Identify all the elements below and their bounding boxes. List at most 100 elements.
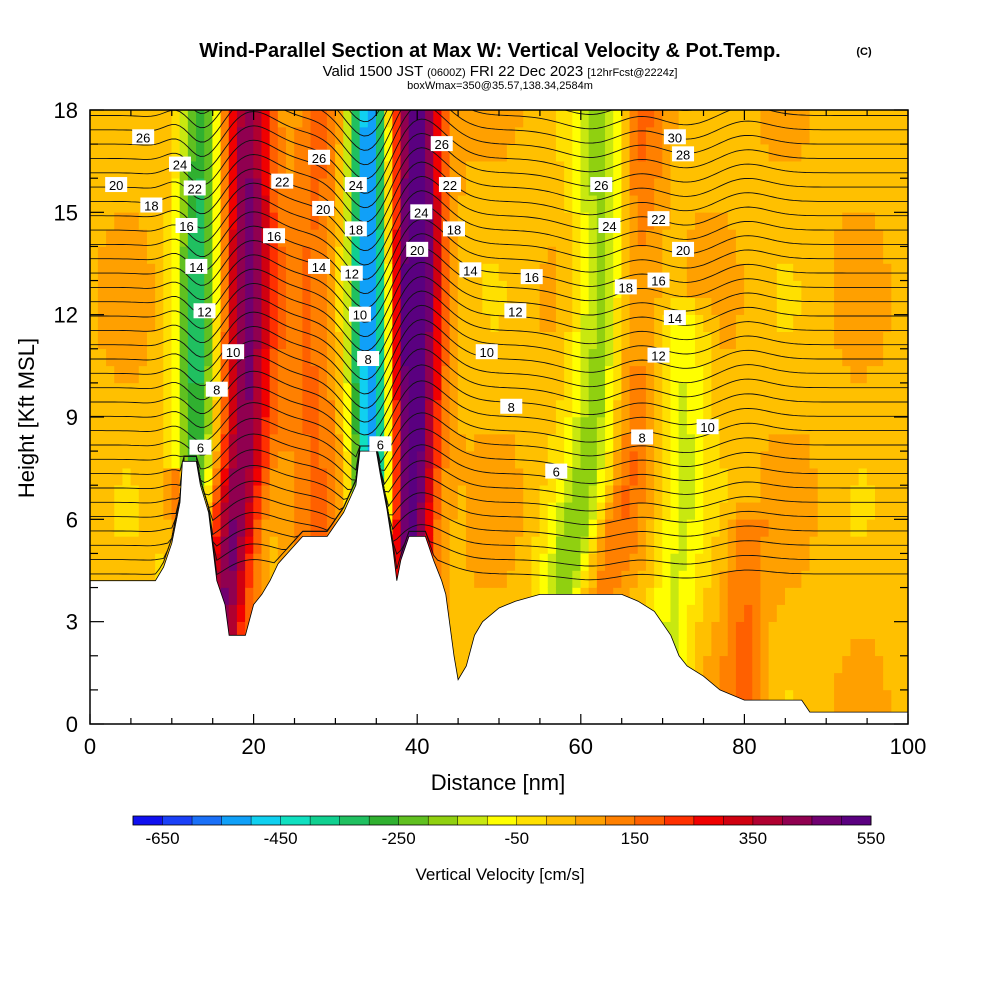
velocity-cell (539, 570, 549, 588)
velocity-cell (662, 263, 672, 281)
velocity-cell (834, 689, 843, 708)
velocity-cell (196, 212, 205, 230)
velocity-cell (842, 399, 852, 418)
velocity-cell (245, 604, 254, 622)
velocity-cell (171, 263, 181, 281)
velocity-cell (392, 297, 402, 315)
velocity-cell (498, 348, 508, 367)
velocity-cell (776, 297, 786, 315)
velocity-cell (695, 467, 704, 486)
velocity-cell (703, 177, 712, 196)
velocity-cell (114, 314, 124, 333)
velocity-cell (850, 110, 860, 128)
velocity-cell (785, 655, 794, 674)
velocity-cell (793, 570, 802, 588)
velocity-cell (146, 433, 156, 452)
velocity-cell (874, 297, 884, 315)
velocity-cell (245, 229, 254, 247)
velocity-cell (866, 604, 876, 622)
velocity-cell (335, 416, 344, 435)
velocity-cell (506, 587, 516, 605)
velocity-cell (768, 280, 778, 298)
velocity-cell (596, 399, 606, 418)
velocity-cell (212, 433, 222, 452)
velocity-cell (196, 110, 205, 128)
velocity-cell (236, 570, 246, 588)
velocity-cell (425, 365, 434, 384)
velocity-cell (236, 416, 246, 435)
velocity-cell (613, 263, 622, 281)
velocity-cell (359, 365, 369, 384)
velocity-cell (899, 604, 908, 622)
velocity-cell (801, 604, 811, 622)
velocity-cell (277, 501, 287, 520)
velocity-cell (744, 194, 753, 213)
velocity-cell (179, 280, 189, 298)
velocity-cell (719, 399, 729, 418)
velocity-cell (834, 501, 843, 520)
velocity-cell (416, 297, 426, 315)
velocity-cell (735, 587, 745, 605)
velocity-cell (220, 246, 230, 264)
velocity-cell (171, 143, 181, 162)
velocity-cell (793, 553, 802, 571)
velocity-cell (883, 297, 892, 315)
velocity-cell (506, 433, 516, 452)
velocity-cell (130, 484, 140, 503)
velocity-cell (97, 365, 107, 384)
velocity-cell (776, 246, 786, 264)
velocity-cell (457, 160, 467, 179)
velocity-cell (580, 450, 590, 469)
velocity-cell (605, 297, 614, 315)
x-tick-label: 80 (732, 734, 756, 759)
velocity-cell (547, 143, 557, 162)
velocity-cell (515, 382, 524, 401)
colorbar-label: Vertical Velocity [cm/s] (415, 865, 584, 884)
velocity-cell (695, 501, 704, 520)
velocity-cell (572, 126, 582, 145)
velocity-cell (457, 331, 467, 350)
velocity-cell (498, 501, 508, 520)
velocity-cell (392, 365, 402, 384)
velocity-cell (735, 467, 745, 486)
velocity-cell (891, 416, 901, 435)
velocity-cell (286, 519, 295, 537)
velocity-cell (253, 587, 263, 605)
isotherm-line (90, 110, 908, 180)
velocity-cell (400, 160, 410, 179)
velocity-cell (515, 229, 524, 247)
velocity-cell (809, 331, 819, 350)
velocity-cell (727, 212, 737, 230)
velocity-cell (686, 416, 696, 435)
velocity-cell (245, 484, 254, 503)
velocity-cell (138, 160, 148, 179)
velocity-cell (817, 212, 827, 230)
velocity-cell (883, 501, 892, 520)
velocity-cell (376, 246, 385, 264)
velocity-cell (531, 177, 541, 196)
velocity-cell (253, 280, 263, 298)
velocity-cell (866, 263, 876, 281)
velocity-cell (269, 194, 279, 213)
velocity-cell (621, 331, 631, 350)
velocity-cell (122, 382, 132, 401)
velocity-cell (801, 570, 811, 588)
velocity-cell (621, 484, 631, 503)
velocity-cell (392, 314, 402, 333)
velocity-cell (555, 331, 565, 350)
velocity-cell (572, 382, 582, 401)
velocity-cell (654, 280, 663, 298)
velocity-cell (825, 638, 835, 657)
velocity-cell (392, 212, 402, 230)
velocity-cell (433, 365, 443, 384)
velocity-cell (490, 365, 500, 384)
velocity-cell (253, 467, 263, 486)
velocity-cell (506, 382, 516, 401)
velocity-cell (858, 621, 868, 640)
velocity-cell (474, 519, 483, 537)
velocity-cell (465, 297, 475, 315)
velocity-cell (335, 212, 344, 230)
velocity-cell (719, 177, 729, 196)
isotherm-label-bg (520, 269, 543, 285)
velocity-cell (686, 348, 696, 367)
